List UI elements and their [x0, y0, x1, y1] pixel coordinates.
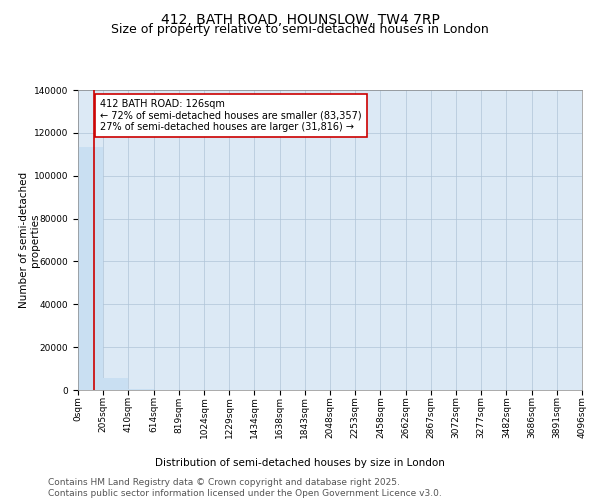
Text: Contains HM Land Registry data © Crown copyright and database right 2025.
Contai: Contains HM Land Registry data © Crown c… — [48, 478, 442, 498]
Text: 412, BATH ROAD, HOUNSLOW, TW4 7RP: 412, BATH ROAD, HOUNSLOW, TW4 7RP — [161, 12, 439, 26]
Text: Size of property relative to semi-detached houses in London: Size of property relative to semi-detach… — [111, 22, 489, 36]
Text: Distribution of semi-detached houses by size in London: Distribution of semi-detached houses by … — [155, 458, 445, 468]
Y-axis label: Number of semi-detached
properties: Number of semi-detached properties — [19, 172, 40, 308]
Bar — [78, 148, 103, 390]
Bar — [103, 378, 128, 390]
Text: 412 BATH ROAD: 126sqm
← 72% of semi-detached houses are smaller (83,357)
27% of : 412 BATH ROAD: 126sqm ← 72% of semi-deta… — [100, 98, 362, 132]
Bar — [128, 388, 154, 390]
